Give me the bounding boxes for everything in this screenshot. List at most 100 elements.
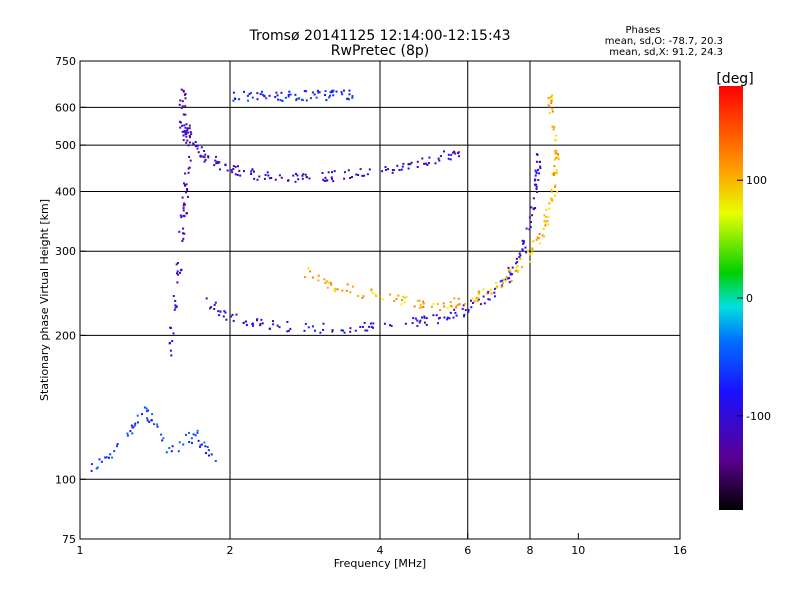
data-point	[218, 161, 221, 164]
data-point	[185, 135, 188, 138]
data-point	[136, 414, 139, 417]
data-point	[182, 237, 185, 240]
data-point	[317, 91, 320, 94]
data-point	[108, 456, 110, 459]
data-point	[307, 326, 310, 329]
data-point	[175, 305, 178, 308]
data-point	[329, 91, 332, 94]
data-point	[349, 291, 352, 294]
data-point	[418, 299, 421, 302]
data-point	[184, 132, 187, 134]
data-point	[467, 310, 470, 313]
data-point	[381, 298, 384, 301]
data-point	[517, 269, 520, 272]
data-point	[215, 162, 218, 165]
data-point	[250, 170, 253, 173]
data-point	[379, 295, 381, 298]
data-point	[416, 160, 419, 163]
data-point	[535, 185, 538, 188]
data-point	[364, 329, 367, 332]
data-point	[196, 147, 199, 150]
data-point	[176, 281, 179, 284]
data-point	[194, 434, 197, 437]
data-point	[438, 159, 441, 162]
data-point	[537, 179, 540, 181]
data-point	[552, 174, 555, 176]
data-point	[216, 160, 219, 163]
data-point	[131, 432, 134, 435]
data-point	[302, 173, 305, 176]
data-point	[268, 177, 271, 180]
data-point	[331, 91, 334, 94]
data-point	[361, 297, 364, 299]
data-point	[172, 332, 175, 335]
data-point	[176, 262, 179, 264]
data-point	[153, 423, 156, 426]
data-point	[322, 178, 325, 181]
data-point	[516, 261, 519, 264]
data-point	[217, 310, 220, 313]
data-point	[325, 99, 328, 102]
data-point	[287, 95, 290, 98]
data-point	[482, 288, 485, 291]
data-point	[458, 155, 461, 158]
data-point	[200, 146, 203, 149]
data-point	[238, 98, 241, 101]
data-point	[296, 174, 299, 177]
data-point	[531, 251, 533, 254]
data-point	[314, 329, 316, 332]
data-point	[511, 266, 514, 269]
colorbar-tick-label: 0	[746, 292, 753, 305]
gridlines	[80, 61, 680, 539]
data-point	[331, 171, 333, 174]
data-point	[348, 89, 351, 92]
data-point	[186, 127, 189, 130]
data-point	[253, 170, 255, 173]
data-point	[359, 168, 362, 171]
data-point	[287, 329, 290, 332]
data-point	[439, 309, 442, 312]
data-point	[333, 170, 336, 173]
data-point	[222, 315, 225, 318]
data-point	[185, 212, 188, 214]
x-axis-label: Frequency [MHz]	[334, 557, 426, 570]
data-point	[204, 153, 207, 156]
data-point	[176, 272, 178, 275]
data-point	[534, 174, 537, 177]
data-point	[507, 269, 510, 272]
data-point	[129, 430, 132, 433]
data-point	[256, 92, 259, 95]
data-point	[553, 165, 556, 168]
data-point	[185, 123, 188, 126]
data-point	[297, 178, 300, 181]
data-point	[419, 303, 422, 306]
data-point	[186, 128, 189, 131]
y-tick-label: 300	[55, 245, 76, 258]
data-point	[126, 432, 129, 435]
data-point	[430, 305, 433, 308]
data-point	[426, 163, 429, 166]
data-point	[446, 318, 449, 321]
data-point	[515, 269, 518, 272]
data-point	[457, 303, 460, 306]
y-tick-label: 750	[55, 55, 76, 68]
data-point	[381, 170, 384, 173]
data-point	[327, 281, 330, 284]
data-point	[305, 176, 308, 179]
data-point	[134, 422, 137, 425]
data-point	[539, 167, 542, 170]
data-point	[477, 298, 480, 301]
data-point	[346, 97, 349, 100]
data-point	[405, 296, 408, 299]
data-point	[256, 319, 258, 322]
data-point	[183, 130, 185, 133]
data-point	[145, 407, 148, 410]
data-point	[529, 221, 532, 223]
data-point	[260, 318, 263, 321]
data-point	[184, 93, 187, 95]
data-point	[463, 303, 466, 305]
data-point	[267, 174, 270, 177]
data-point	[294, 180, 297, 183]
data-point	[331, 177, 333, 180]
data-point	[251, 168, 254, 171]
